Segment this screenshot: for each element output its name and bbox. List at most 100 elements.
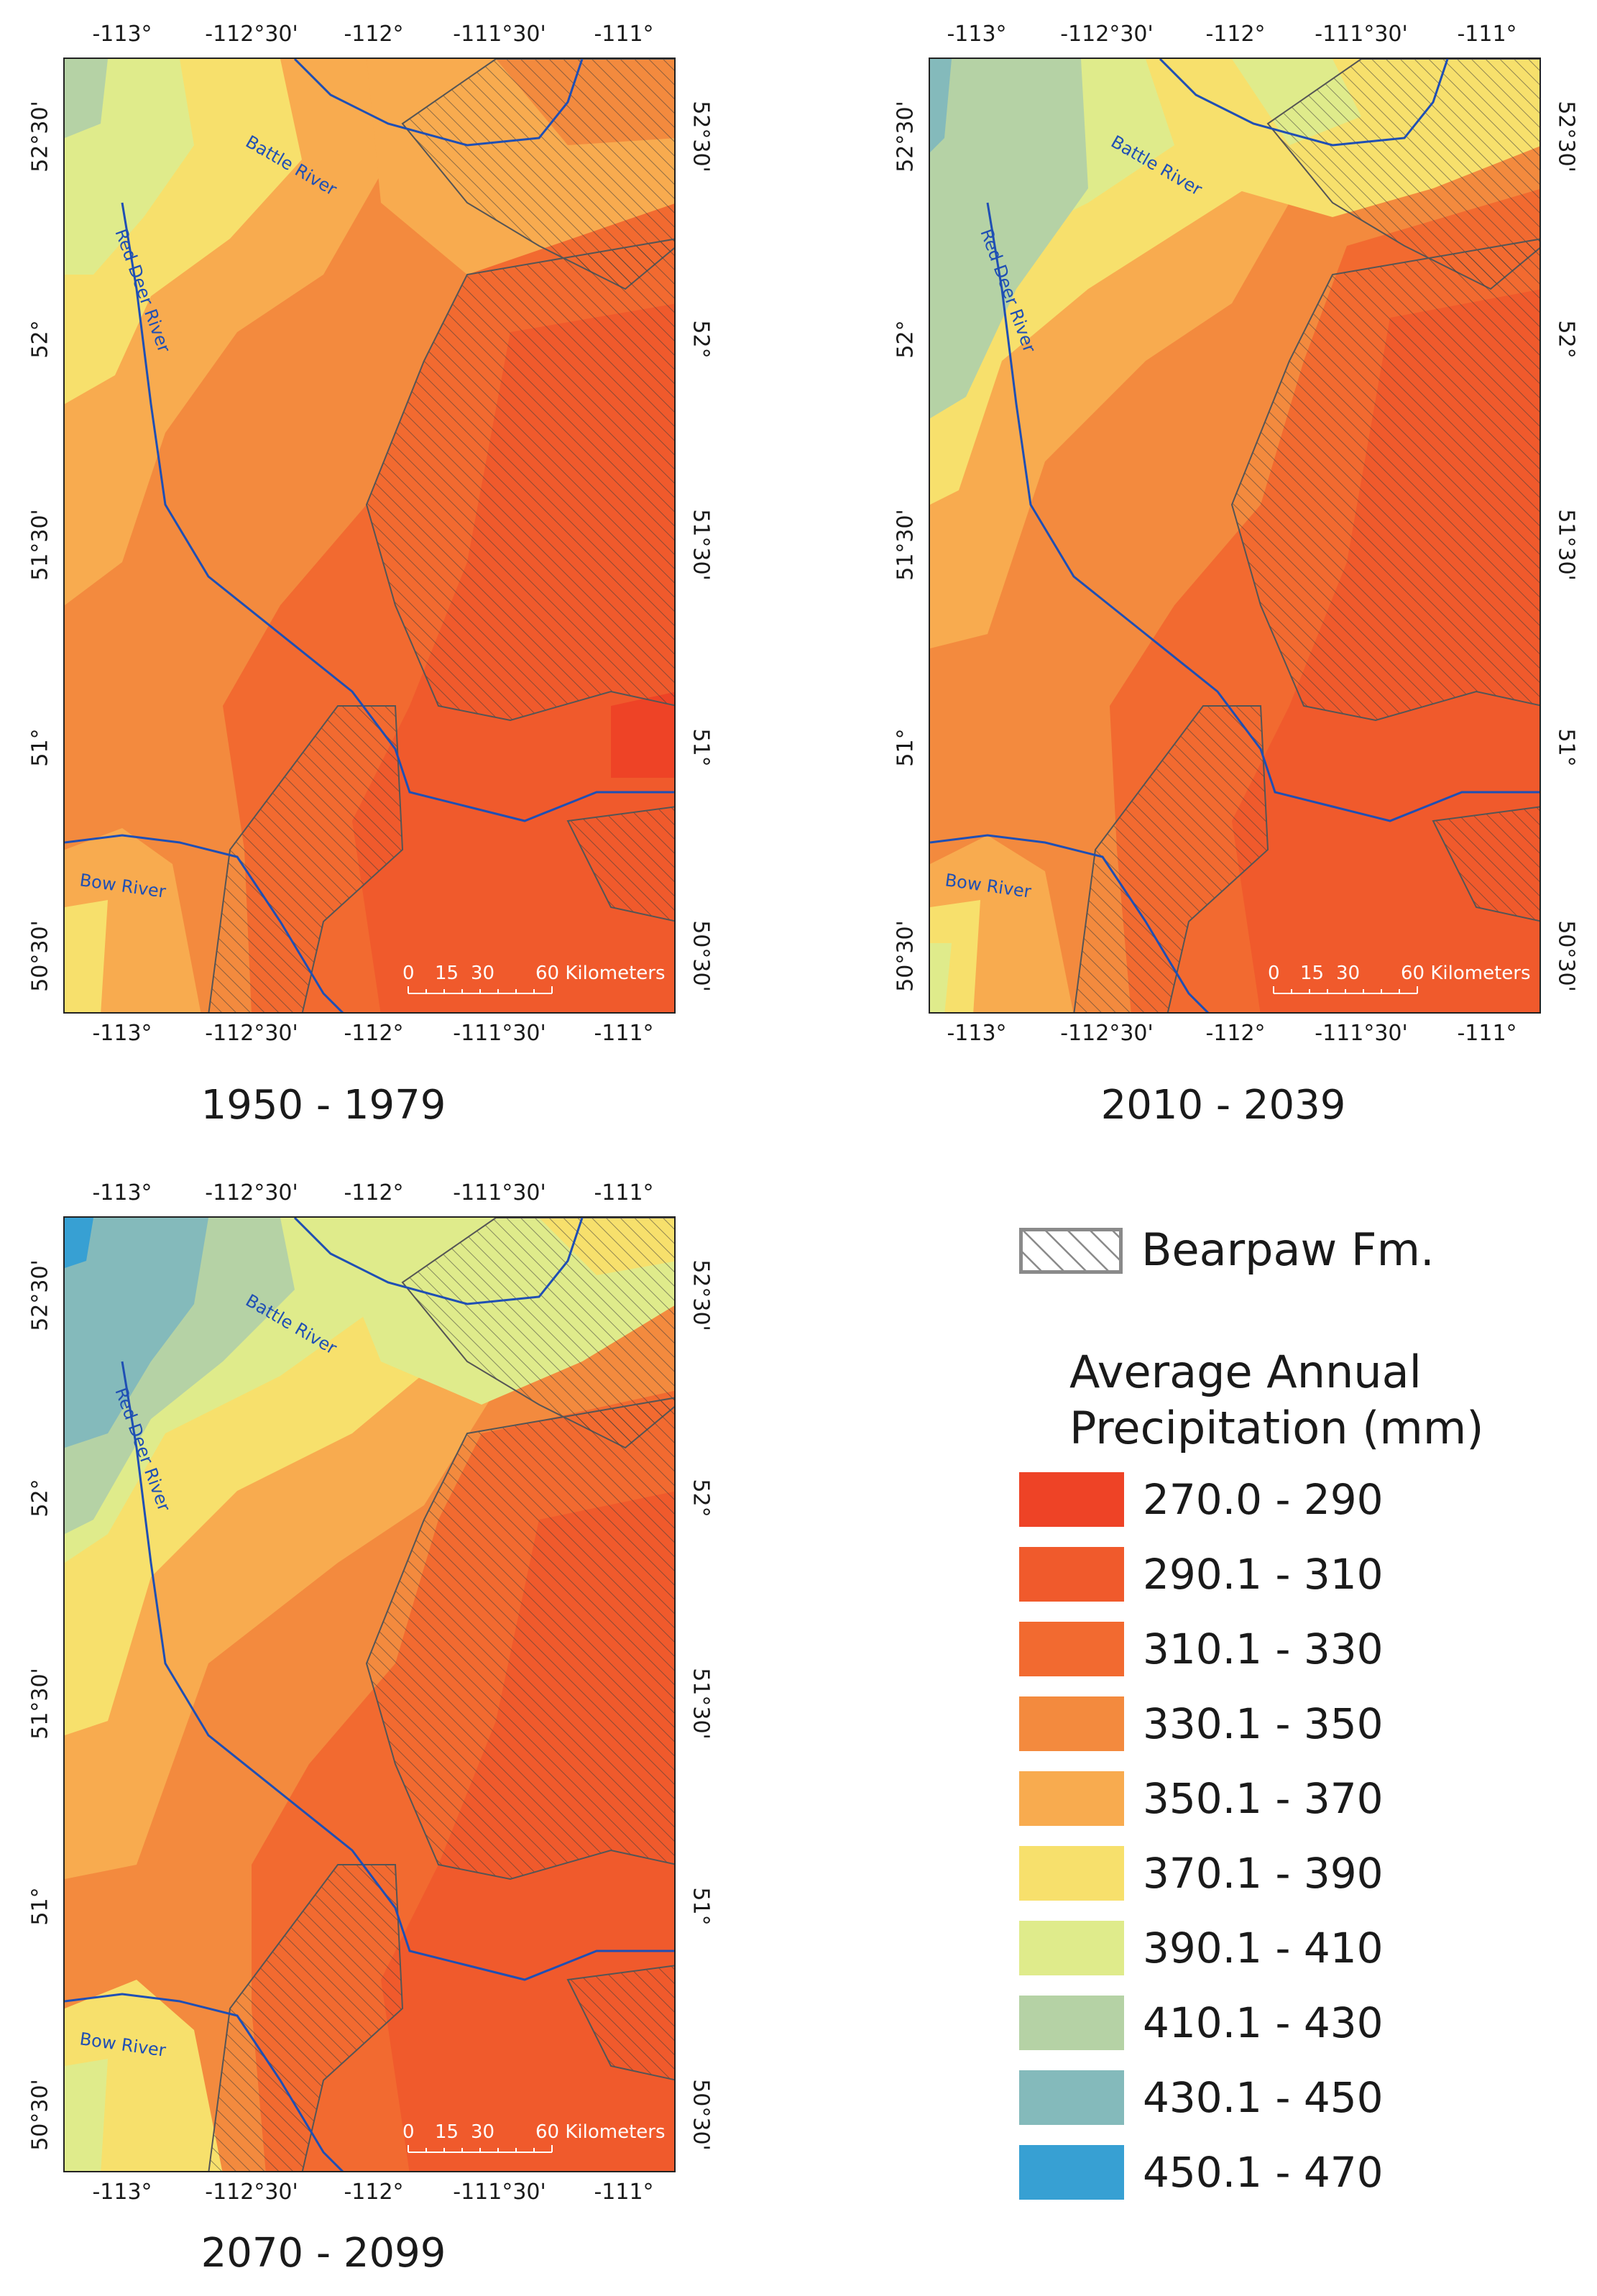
lat-tick-left: 51° (893, 728, 919, 767)
lat-tick-right: 52° (1553, 320, 1579, 359)
lon-tick-bottom: -111°30' (1315, 1021, 1408, 1046)
lon-tick-top: -113° (92, 22, 152, 47)
lon-tick-bottom: -111° (594, 1021, 654, 1046)
map-panel-1950-1979: Battle River Red Deer River Bow River 0 … (0, 0, 714, 1150)
lat-tick-right: 50°30' (688, 920, 714, 992)
lat-tick-left: 51°30' (893, 509, 919, 581)
lat-tick-right: 52° (688, 1479, 714, 1517)
lat-tick-left: 51°30' (27, 1668, 53, 1740)
lon-tick-bottom: -112°30' (1060, 1021, 1154, 1046)
lat-tick-left: 51° (27, 728, 53, 767)
lat-tick-right: 52°30' (688, 1259, 714, 1331)
lat-tick-right: 52° (688, 320, 714, 359)
lon-tick-top: -112° (344, 1180, 404, 1206)
lon-tick-bottom: -112°30' (205, 2180, 298, 2205)
bearpaw-swatch (1019, 1228, 1123, 1274)
legend-swatch (1019, 1846, 1124, 1901)
period-label: 2010 - 2039 (1100, 1082, 1346, 1129)
lon-tick-top: -113° (947, 22, 1007, 47)
legend-label: 410.1 - 430 (1143, 1998, 1384, 2047)
legend-label: 290.1 - 310 (1143, 1550, 1384, 1599)
lat-tick-right: 51° (688, 728, 714, 767)
map-panel-2070-2099: Battle River Red Deer River Bow River 0 … (0, 1159, 714, 2296)
lat-tick-right: 51° (1553, 728, 1579, 767)
lat-tick-left: 52°30' (893, 101, 919, 173)
lat-tick-right: 50°30' (1553, 920, 1579, 992)
legend-swatch (1019, 1996, 1124, 2050)
period-label: 1950 - 1979 (201, 1082, 446, 1129)
lon-tick-bottom: -111°30' (453, 1021, 546, 1046)
lon-tick-top: -111° (594, 22, 654, 47)
legend-swatch (1019, 1771, 1124, 1826)
svg-text:0: 0 (1268, 963, 1280, 984)
lat-tick-left: 50°30' (27, 2079, 53, 2151)
svg-text:15: 15 (435, 963, 459, 984)
legend-swatch (1019, 1696, 1124, 1751)
legend-swatch (1019, 1921, 1124, 1975)
lat-tick-right: 51°30' (688, 1668, 714, 1740)
scale-bar: 0 15 30 60 Kilometers (402, 963, 666, 994)
lon-tick-bottom: -112° (1205, 1021, 1266, 1046)
lon-tick-bottom: -112° (344, 2180, 404, 2205)
lon-tick-bottom: -113° (92, 1021, 152, 1046)
lat-tick-right: 50°30' (688, 2079, 714, 2151)
legend-swatch (1019, 1547, 1124, 1602)
lat-tick-left: 52° (27, 320, 53, 359)
svg-text:0: 0 (402, 2121, 415, 2143)
legend-label: 310.1 - 330 (1143, 1625, 1384, 1673)
legend-label: 390.1 - 410 (1143, 1924, 1384, 1973)
svg-text:30: 30 (471, 2121, 494, 2143)
bearpaw-label: Bearpaw Fm. (1141, 1223, 1435, 1276)
svg-text:30: 30 (1336, 963, 1360, 984)
lon-tick-top: -113° (92, 1180, 152, 1206)
precip-map-2070-2099: Battle River Red Deer River Bow River 0 … (63, 1216, 676, 2172)
scale-bar: 0 15 30 60 Kilometers (402, 2121, 666, 2153)
legend-title: Average Annual Precipitation (mm) (1069, 1346, 1484, 1454)
legend-swatch (1019, 2070, 1124, 2125)
lon-tick-top: -111°30' (453, 22, 546, 47)
legend-label: 330.1 - 350 (1143, 1699, 1384, 1748)
legend-swatch (1019, 1472, 1124, 1527)
lon-tick-bottom: -111° (1457, 1021, 1517, 1046)
lon-tick-top: -111° (1457, 22, 1517, 47)
svg-text:15: 15 (1300, 963, 1324, 984)
lat-tick-right: 51°30' (1553, 509, 1579, 581)
svg-text:60 Kilometers: 60 Kilometers (535, 963, 666, 984)
lat-tick-right: 52°30' (1553, 101, 1579, 173)
lat-tick-left: 51°30' (27, 509, 53, 581)
lat-tick-left: 52° (27, 1479, 53, 1517)
legend-swatch (1019, 1622, 1124, 1676)
lat-tick-left: 50°30' (893, 920, 919, 992)
lat-tick-left: 52°30' (27, 101, 53, 173)
lon-tick-top: -111°30' (453, 1180, 546, 1206)
lat-tick-left: 51° (27, 1887, 53, 1926)
legend-swatch (1019, 2145, 1124, 2200)
lon-tick-top: -111°30' (1315, 22, 1408, 47)
svg-text:60 Kilometers: 60 Kilometers (535, 2121, 666, 2143)
lon-tick-bottom: -112°30' (205, 1021, 298, 1046)
svg-text:30: 30 (471, 963, 494, 984)
precip-map-1950-1979: Battle River Red Deer River Bow River 0 … (63, 58, 676, 1014)
legend-label: 370.1 - 390 (1143, 1849, 1384, 1898)
lon-tick-bottom: -111°30' (453, 2180, 546, 2205)
lat-tick-left: 52° (893, 320, 919, 359)
lat-tick-left: 52°30' (27, 1259, 53, 1331)
lat-tick-right: 51° (688, 1887, 714, 1926)
lat-tick-right: 52°30' (688, 101, 714, 173)
lon-tick-top: -112° (344, 22, 404, 47)
lon-tick-top: -112°30' (205, 1180, 298, 1206)
lon-tick-bottom: -113° (92, 2180, 152, 2205)
legend-label: 430.1 - 450 (1143, 2073, 1384, 2122)
lon-tick-top: -112°30' (205, 22, 298, 47)
lon-tick-top: -112°30' (1060, 22, 1154, 47)
period-label: 2070 - 2099 (201, 2230, 446, 2277)
legend-label: 350.1 - 370 (1143, 1774, 1384, 1823)
legend-label: 270.0 - 290 (1143, 1475, 1384, 1524)
lon-tick-bottom: -112° (344, 1021, 404, 1046)
svg-text:60 Kilometers: 60 Kilometers (1401, 963, 1531, 984)
precip-map-2010-2039: Battle River Red Deer River Bow River 0 … (929, 58, 1541, 1014)
lon-tick-bottom: -113° (947, 1021, 1007, 1046)
scale-bar: 0 15 30 60 Kilometers (1268, 963, 1531, 994)
lat-tick-left: 50°30' (27, 920, 53, 992)
svg-text:15: 15 (435, 2121, 459, 2143)
